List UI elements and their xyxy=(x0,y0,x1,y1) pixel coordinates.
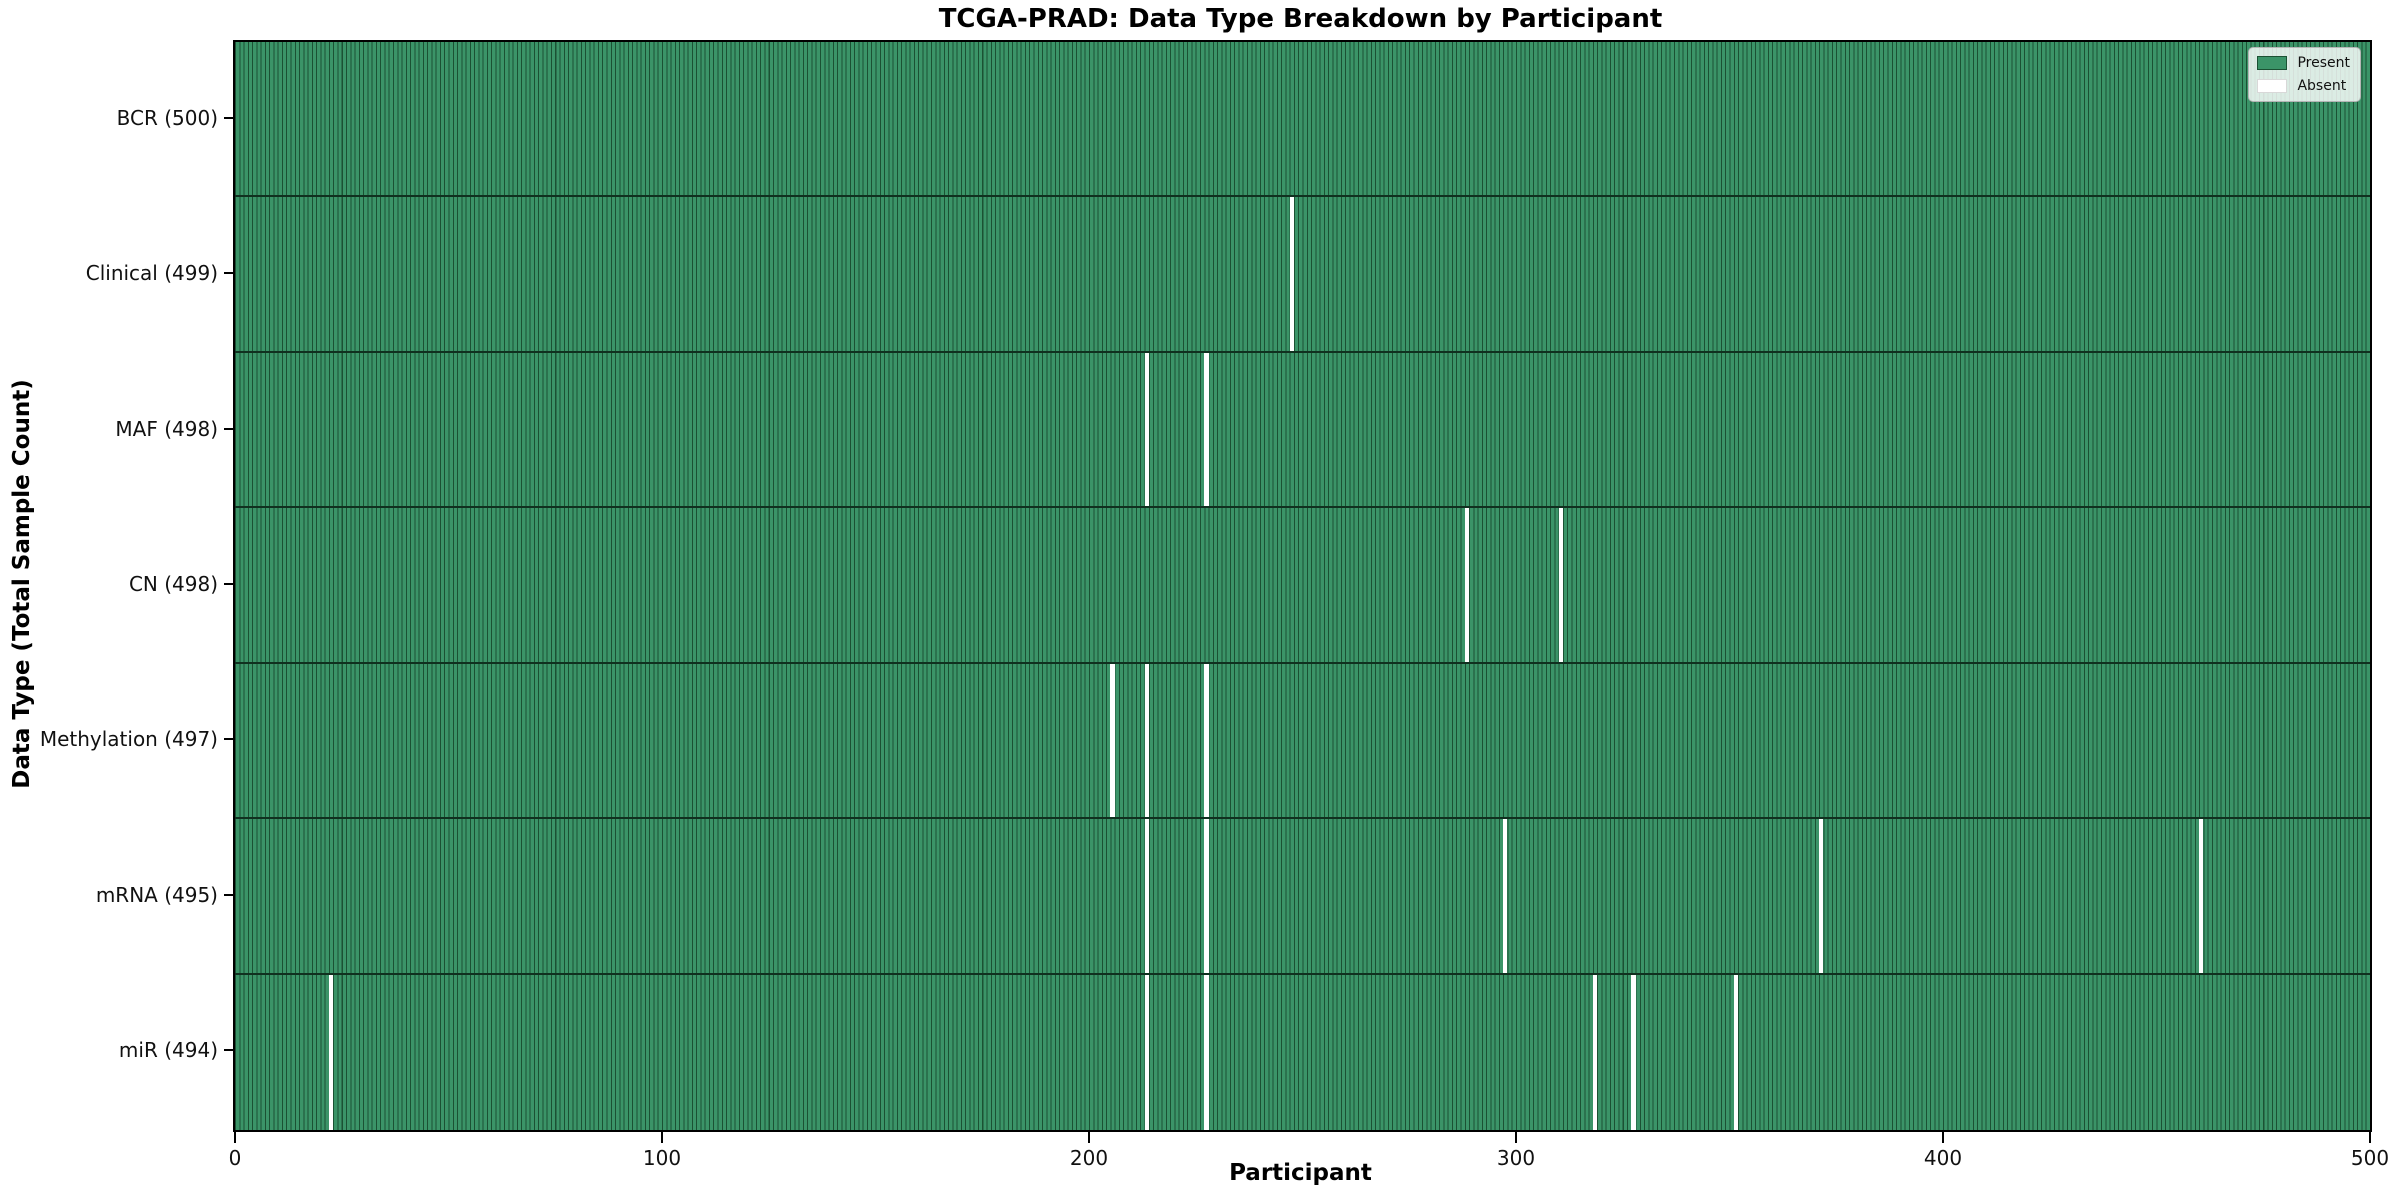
y-tick-mark xyxy=(224,427,233,430)
x-tick-label-0: 0 xyxy=(228,1146,242,1170)
y-tick-label-Methylation: Methylation (497) xyxy=(39,727,218,752)
absent-gap-CN-310 xyxy=(1558,508,1563,662)
x-tick-mark xyxy=(1515,1132,1517,1143)
y-tick-mark xyxy=(224,272,233,275)
absent-gap-mRNA-227 xyxy=(1204,819,1209,973)
x-tick-label-200: 200 xyxy=(1069,1146,1109,1170)
legend: Present Absent xyxy=(2248,47,2361,102)
row-BCR xyxy=(235,42,2370,198)
absent-gap-Methylation-227 xyxy=(1204,663,1209,818)
row-mRNA xyxy=(235,819,2370,975)
absent-gap-CN-288 xyxy=(1464,508,1470,662)
legend-label-absent: Absent xyxy=(2297,78,2347,94)
row-CN xyxy=(235,508,2370,664)
row-Methylation xyxy=(235,663,2370,820)
y-tick-label-miR: miR (494) xyxy=(118,1038,218,1063)
y-tick-label-MAF: MAF (498) xyxy=(115,416,218,441)
x-tick-label-500: 500 xyxy=(2350,1146,2390,1170)
absent-gap-mRNA-371 xyxy=(1819,819,1824,973)
row-miR xyxy=(235,974,2370,1130)
y-tick-label-CN: CN (498) xyxy=(128,572,218,596)
plot-area: Present Absent xyxy=(233,40,2372,1132)
absent-gap-Methylation-205 xyxy=(1110,663,1115,818)
absent-gap-miR-22 xyxy=(328,974,334,1130)
absent-gap-Methylation-213 xyxy=(1144,663,1149,818)
x-axis-label: Participant xyxy=(1229,1160,1372,1186)
x-tick-label-300: 300 xyxy=(1496,1146,1536,1170)
x-tick-mark xyxy=(234,1132,236,1143)
x-tick-mark xyxy=(1942,1132,1944,1143)
y-tick-label-BCR: BCR (500) xyxy=(116,105,218,130)
absent-gap-miR-318 xyxy=(1592,974,1598,1130)
chart-title: TCGA-PRAD: Data Type Breakdown by Partic… xyxy=(938,4,1663,34)
y-tick-mark xyxy=(224,738,233,741)
legend-label-present: Present xyxy=(2297,55,2350,71)
absent-gap-miR-227 xyxy=(1204,974,1209,1130)
absent-gap-miR-351 xyxy=(1733,974,1739,1130)
absent-swatch-icon xyxy=(2257,79,2288,93)
y-tick-mark xyxy=(224,1049,233,1052)
absent-gap-Clinical-247 xyxy=(1289,197,1294,351)
absent-gap-mRNA-460 xyxy=(2199,819,2204,973)
x-tick-label-100: 100 xyxy=(642,1146,682,1170)
x-tick-mark xyxy=(2369,1132,2371,1143)
y-tick-mark xyxy=(224,583,233,585)
row-MAF xyxy=(235,352,2370,509)
y-tick-label-Clinical: Clinical (499) xyxy=(85,261,218,286)
absent-gap-MAF-213 xyxy=(1144,352,1149,507)
absent-gap-mRNA-213 xyxy=(1144,819,1149,973)
absent-gap-mRNA-297 xyxy=(1503,819,1508,973)
legend-entry-absent: Absent xyxy=(2257,78,2350,94)
x-tick-label-400: 400 xyxy=(1923,1146,1963,1170)
legend-entry-present: Present xyxy=(2257,55,2350,71)
absent-gap-miR-327 xyxy=(1631,974,1636,1130)
absent-gap-miR-213 xyxy=(1144,974,1149,1130)
row-Clinical xyxy=(235,197,2370,353)
present-swatch-icon xyxy=(2257,56,2288,70)
y-tick-label-mRNA: mRNA (495) xyxy=(95,882,218,907)
y-tick-mark xyxy=(224,893,233,896)
absent-gap-MAF-227 xyxy=(1204,352,1209,507)
x-tick-mark xyxy=(661,1132,663,1143)
y-tick-mark xyxy=(224,116,233,119)
x-tick-mark xyxy=(1088,1132,1090,1143)
